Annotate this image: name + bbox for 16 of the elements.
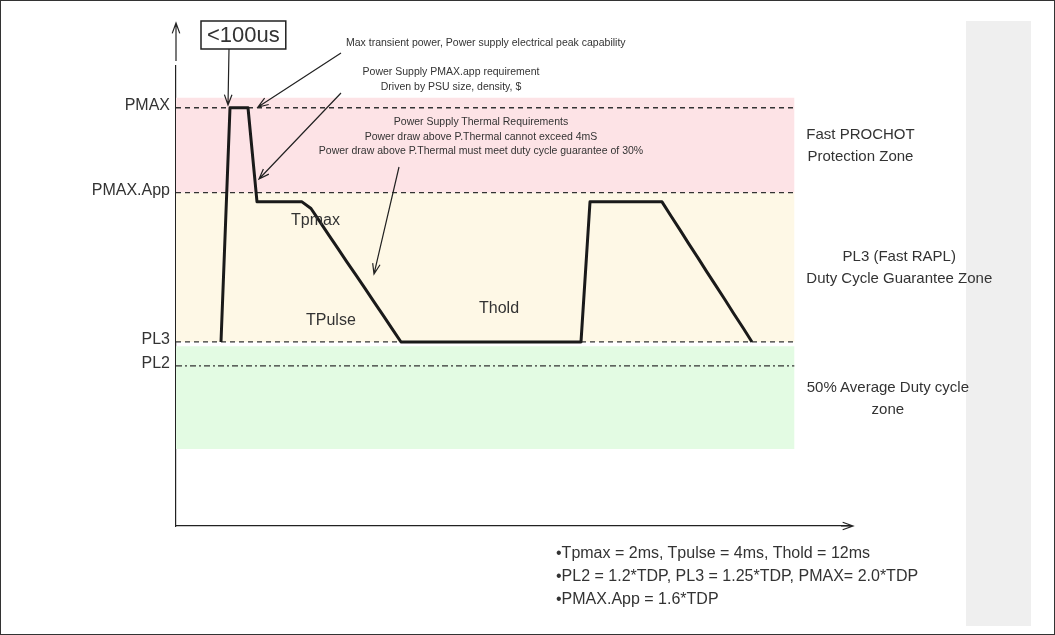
text: •PL2 = 1.2*TDP, PL3 = 1.25*TDP, PMAX= 2.0*TDP (556, 567, 919, 585)
ref-line-label: PMAX (124, 96, 171, 114)
text: <100us (207, 22, 280, 48)
annotation: Power Supply Thermal Requirements Power draw above P.Thermal cannot exceed 4mS Power draw above P.Thermal must meet duty cycle guarantee of 30% (318, 115, 644, 157)
annotation: Thold (479, 299, 520, 317)
ref-line-label: PMAX.App (91, 181, 171, 199)
text: •PMAX.App = 1.6*TDP (556, 590, 719, 608)
annotation: TPulse (306, 311, 356, 329)
band-label: Fast PROCHOT Protection Zone (806, 125, 915, 165)
ref-line-label: PL2 (141, 354, 171, 372)
text: Max transient power, Power supply electrical peak capability (346, 36, 627, 49)
text: •Tpmax = 2ms, Tpulse = 4ms, Thold = 12ms (556, 544, 871, 562)
band-label: 50% Average Duty cycle zone (806, 377, 970, 417)
ref-line-label: PL3 (141, 330, 171, 348)
text: Power Supply PMAX.app requirement Driven by PSU size, density, $ (362, 65, 540, 92)
band-label: PL3 (Fast RAPL) Duty Cycle Guarantee Zone (806, 247, 993, 287)
